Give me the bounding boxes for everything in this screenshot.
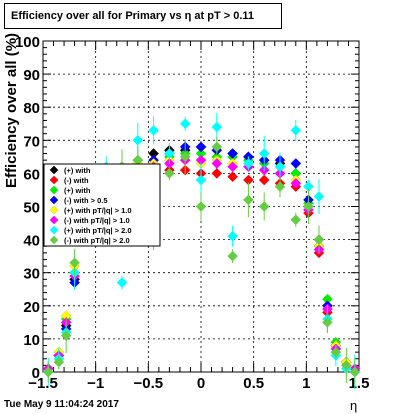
x-tick-label: 1.5 (349, 375, 370, 392)
data-point (60, 330, 72, 341)
y-tick-label: 90 (23, 67, 40, 84)
legend-marker (49, 215, 59, 225)
data-point (227, 230, 238, 242)
legend-marker (49, 175, 59, 185)
data-point (290, 158, 302, 169)
data-point (303, 201, 314, 212)
data-point (211, 121, 223, 133)
legend-marker (49, 165, 59, 175)
data-point (258, 148, 270, 159)
x-tick-label: 0 (197, 375, 205, 392)
y-tick-label: 60 (23, 166, 40, 183)
legend-label: (+) with pT/|q| > 1.0 (64, 206, 132, 215)
data-point (179, 151, 191, 163)
legend-marker (49, 235, 59, 245)
data-point (290, 125, 302, 136)
data-point (330, 346, 342, 358)
legend-label: (-) with pT/|q| > 1.0 (64, 216, 130, 225)
data-point (258, 201, 270, 212)
data-point (274, 181, 286, 192)
y-tick-label: 80 (23, 100, 40, 117)
data-point (243, 158, 254, 169)
data-point (69, 257, 80, 269)
y-tick-label: 0 (32, 365, 40, 382)
data-point (243, 194, 254, 206)
legend-marker (49, 195, 59, 205)
data-point (322, 316, 333, 328)
x-tick-label: −1 (87, 375, 104, 392)
data-point (211, 141, 223, 153)
data-point (195, 201, 207, 212)
data-point (211, 168, 223, 179)
y-tick-label: 40 (23, 233, 40, 250)
x-tick-label: 1 (302, 375, 310, 392)
legend-label: (-) with pT/|q| > 2.0 (64, 236, 130, 245)
data-point (341, 360, 352, 371)
x-axis-title: η (350, 398, 358, 413)
data-point (290, 214, 302, 226)
data-point (164, 148, 175, 159)
data-point (258, 174, 270, 186)
legend-label: (+) with pT/|q| > 2.0 (64, 226, 132, 235)
chart-title: Efficiency over all for Primary vs η at … (11, 10, 255, 22)
y-tick-label: 70 (23, 133, 40, 150)
legend-marker (49, 225, 59, 235)
data-point (148, 125, 159, 136)
legend-label: (+) with (64, 186, 91, 195)
data-point (179, 118, 191, 130)
data-point (116, 277, 128, 288)
data-point (42, 366, 54, 378)
data-point (164, 168, 175, 179)
x-tick-label: −0.5 (134, 375, 164, 392)
timestamp: Tue May 9 11:04:24 2017 (4, 399, 119, 410)
legend-label: (-) with (64, 176, 89, 185)
data-point (132, 134, 144, 146)
data-point (227, 250, 238, 262)
data-point (227, 161, 238, 173)
x-tick-label: 0.5 (243, 375, 264, 392)
y-tick-label: 100 (15, 34, 40, 51)
data-point (211, 158, 223, 169)
y-tick-label: 10 (23, 332, 40, 349)
y-tick-label: 30 (23, 266, 40, 283)
chart-title-box: Efficiency over all for Primary vs η at … (4, 3, 282, 29)
data-point (53, 356, 65, 368)
data-point (349, 366, 361, 378)
legend-label: (+) with (64, 166, 91, 175)
legend-marker (49, 185, 59, 195)
x-tick-label: −1.5 (28, 375, 58, 392)
data-point (313, 191, 325, 202)
legend-label: (-) with > 0.5 (64, 196, 108, 205)
data-point (227, 171, 238, 183)
data-point (313, 234, 325, 245)
legend-box (43, 163, 161, 247)
legend-marker (49, 205, 59, 215)
y-axis: 0 10 20 30 40 50 60 70 80 90 100 (15, 34, 359, 382)
y-axis-title: Efficiency over all (%) (3, 32, 20, 188)
x-axis: −1.5 −1 −0.5 0 0.5 1 1.5 (28, 41, 369, 392)
data-point (195, 141, 207, 153)
data-point (290, 177, 302, 189)
y-tick-label: 50 (23, 200, 40, 217)
legend: (+) with(-) with(+) with(-) with > 0.5(+… (43, 163, 161, 247)
data-series (42, 113, 361, 390)
data-point (274, 161, 286, 173)
y-tick-label: 20 (23, 299, 40, 316)
data-point (195, 174, 207, 186)
